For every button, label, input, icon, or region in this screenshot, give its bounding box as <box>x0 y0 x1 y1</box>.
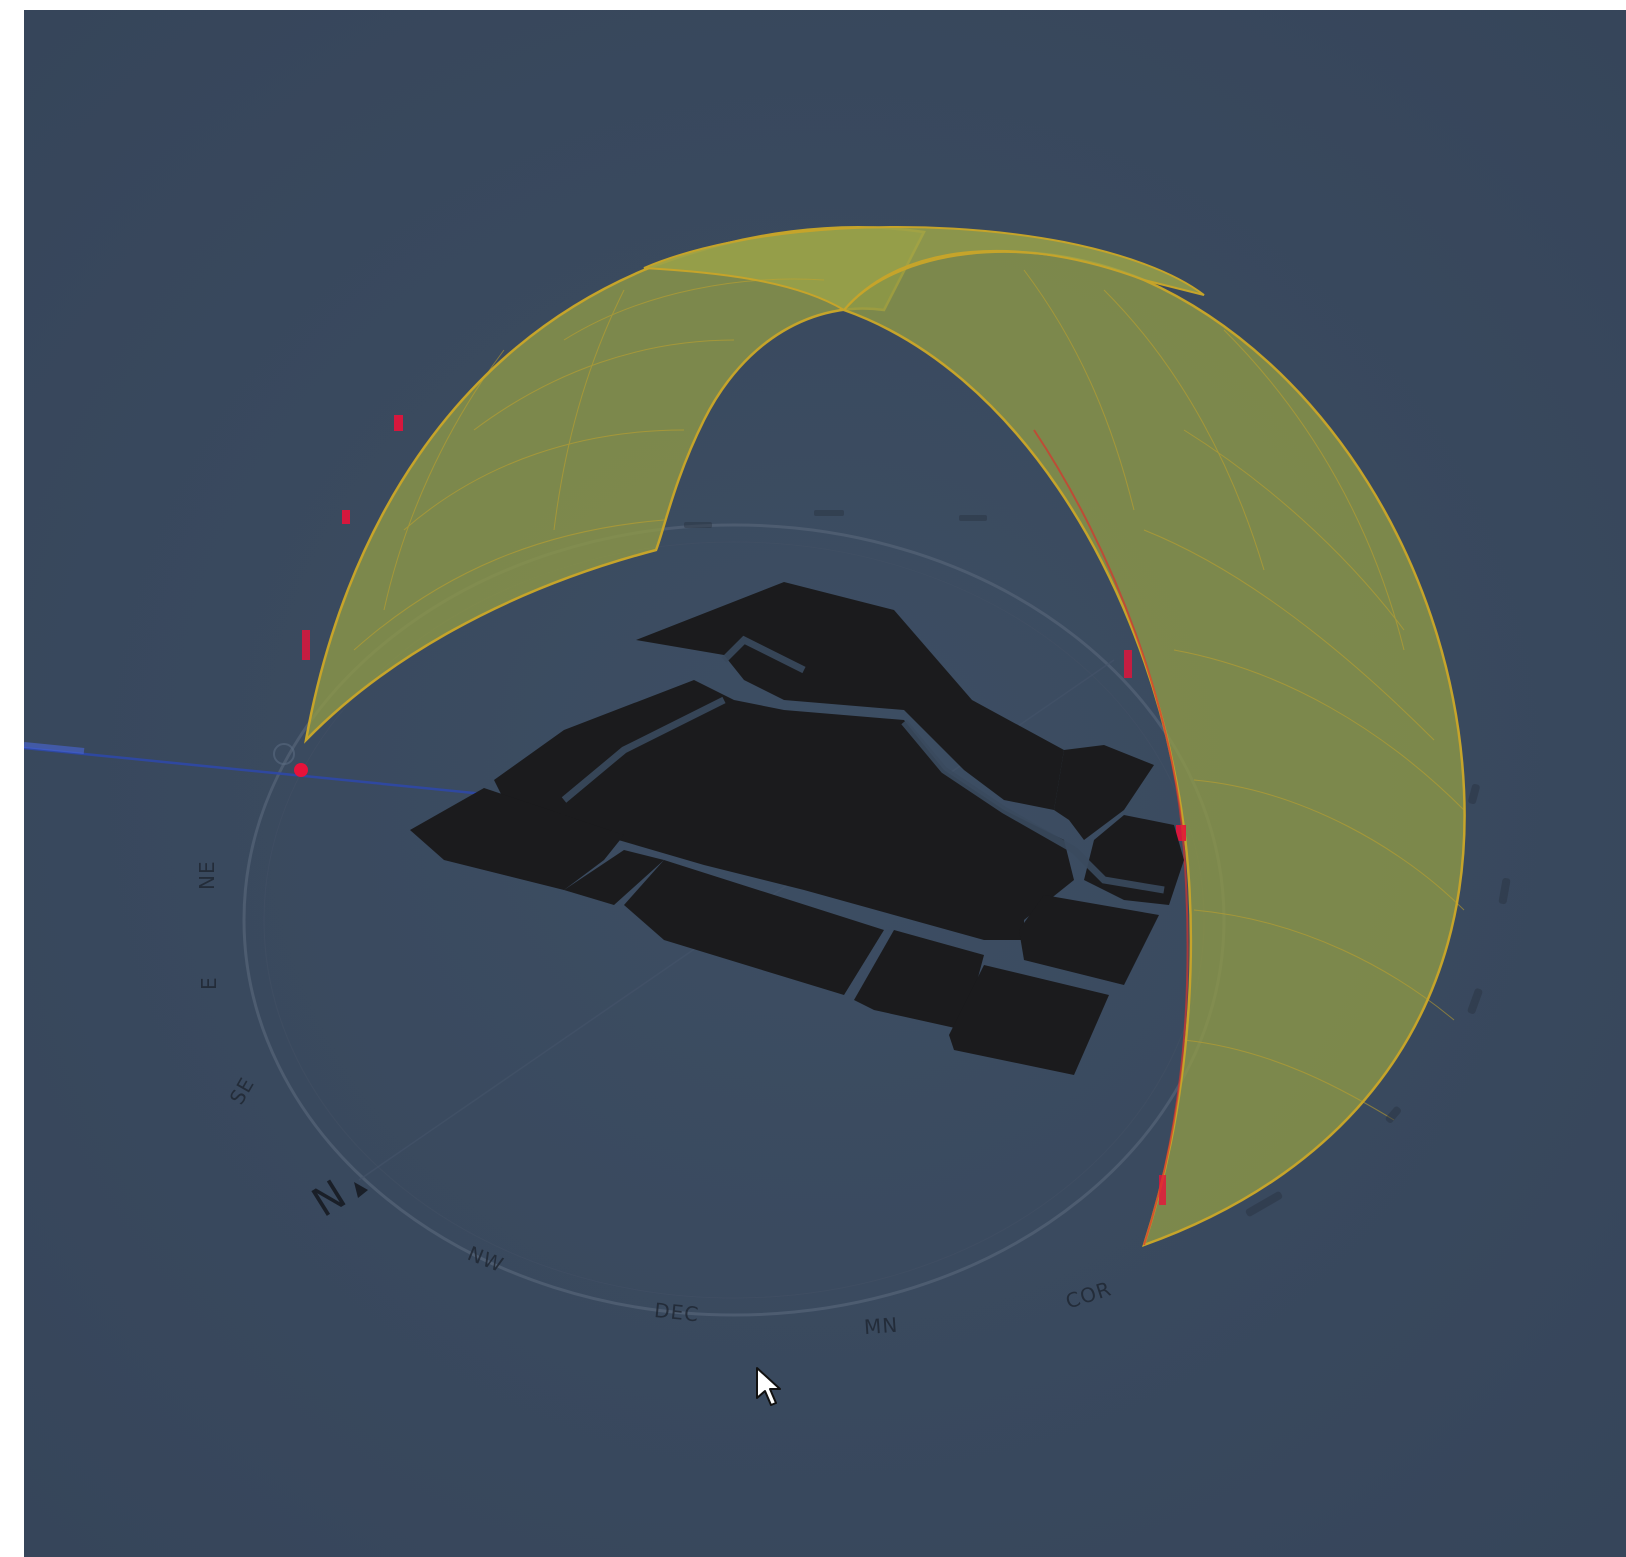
sun-path-edge <box>1033 429 1189 1246</box>
building-block-south[interactable] <box>624 860 884 995</box>
building-block-west-2[interactable] <box>564 850 664 905</box>
compass-ring-ticks <box>684 510 1511 1217</box>
sun-marker[interactable] <box>294 763 308 777</box>
mouse-pointer-icon <box>756 1367 781 1406</box>
sun-ray-tail <box>24 742 85 754</box>
sun-path-scene[interactable]: N NE E SE NW DEC MN COR <box>24 10 1626 1557</box>
building-block-southeast[interactable] <box>1019 895 1159 985</box>
building-block-west[interactable] <box>410 788 624 890</box>
compass-label-mn: MN <box>863 1313 899 1339</box>
sun-ray-line <box>24 746 545 802</box>
sun-position-markers <box>302 415 1186 1205</box>
3d-viewport[interactable]: N NE E SE NW DEC MN COR <box>24 10 1626 1557</box>
building-block-south-2[interactable] <box>854 930 984 1030</box>
building-block-east[interactable] <box>1054 745 1154 840</box>
sun-path-hour-lines <box>353 269 1465 1121</box>
compass-label-ne: NE <box>195 860 219 890</box>
north-arrow-icon <box>354 1182 368 1198</box>
site-roads <box>561 635 1165 894</box>
sun-marker-halo <box>273 743 295 765</box>
sun-path-top <box>643 226 1205 312</box>
compass-label-e: E <box>197 976 221 990</box>
compass-label-dec: DEC <box>653 1298 700 1327</box>
building-block-southeast-2[interactable] <box>949 965 1109 1075</box>
